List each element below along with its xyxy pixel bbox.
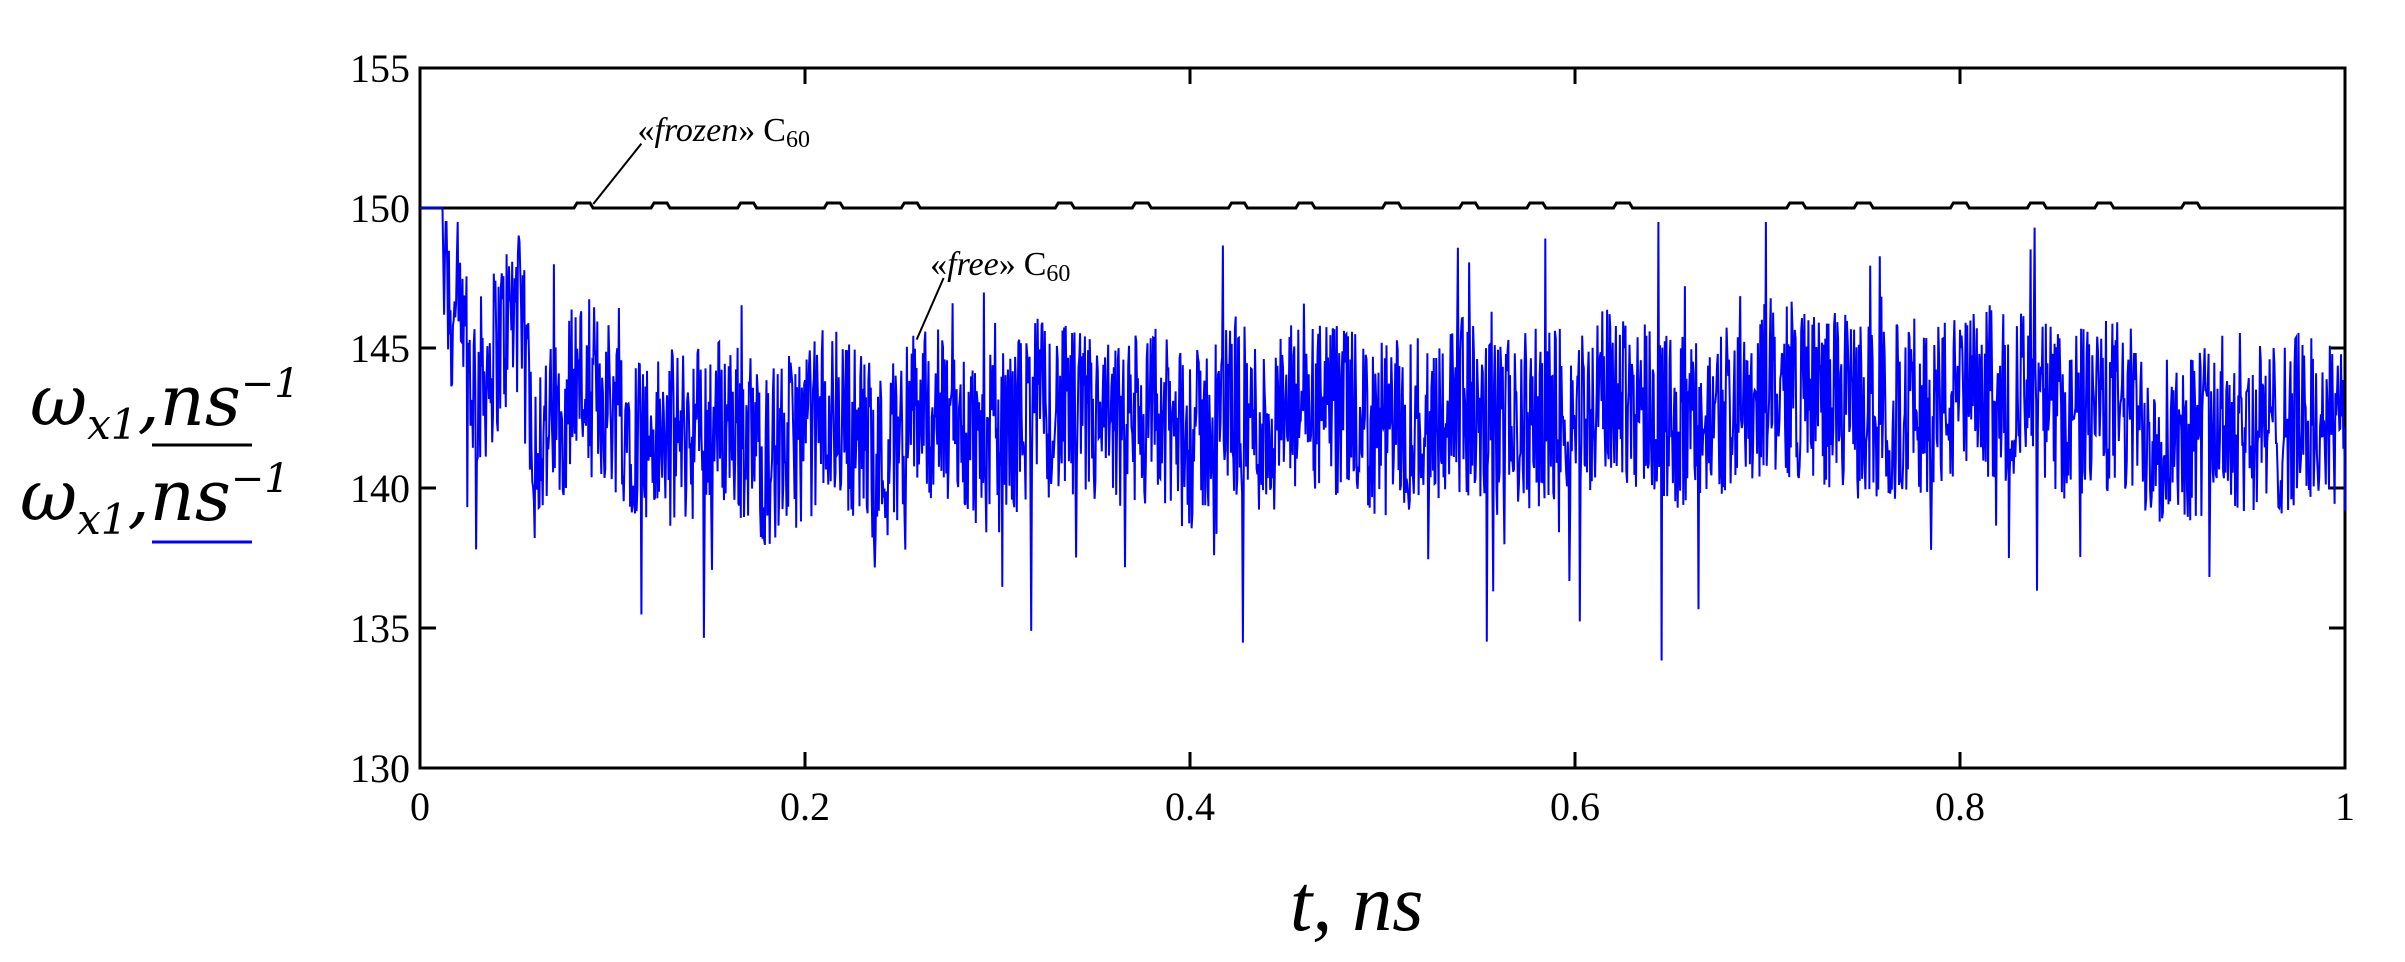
series-free-line: [420, 207, 2346, 661]
frozen-annotation-species: C: [763, 112, 786, 149]
plot-area: [418, 66, 2347, 770]
free-annotation-sub: 60: [1046, 261, 1070, 287]
x-tick-label: 0: [410, 784, 430, 829]
y-title-2-units: ,ns: [128, 455, 231, 537]
y-title-1-sub: x1: [87, 400, 137, 449]
frozen-annotation-close: »: [738, 112, 755, 149]
free-annotation-close: »: [999, 246, 1016, 283]
y-axis-title-2: ωx1,ns−1: [20, 455, 290, 544]
series-frozen-line: [420, 201, 2345, 210]
y-title-1-exp: −1: [241, 361, 300, 407]
y-title-2-symbol: ω: [20, 455, 77, 537]
y-tick-label: 145: [350, 326, 410, 371]
plot-frame: [418, 66, 2347, 770]
free-annotation-leader: [915, 277, 945, 341]
series-layer: [420, 201, 2346, 661]
frozen-annotation-sub: 60: [786, 127, 810, 153]
svg-text:ωx1,ns−1: ωx1,ns−1: [20, 455, 290, 544]
frozen-annotation-text: frozen: [655, 112, 739, 149]
y-tick-label: 135: [350, 606, 410, 651]
y-axis: 130 135 140 145 150 155: [350, 46, 2345, 791]
y-tick-label: 150: [350, 186, 410, 231]
free-annotation-species: C: [1024, 246, 1047, 283]
x-tick-label: 0.2: [780, 784, 830, 829]
y-tick-label: 140: [350, 466, 410, 511]
x-axis-title: t, ns: [1290, 860, 1423, 948]
free-annotation-open: «: [930, 246, 947, 283]
svg-text:ωx1,ns−1: ωx1,ns−1: [30, 360, 300, 449]
y-title-1-symbol: ω: [30, 360, 87, 442]
x-tick-label: 0.8: [1935, 784, 1985, 829]
frozen-annotation: «frozen» C60: [638, 112, 810, 153]
x-tick-label: 1: [2335, 784, 2355, 829]
y-title-2-exp: −1: [231, 456, 290, 502]
y-tick-label: 130: [350, 746, 410, 791]
free-annotation-text: free: [947, 246, 999, 283]
frozen-annotation-open: «: [638, 112, 655, 149]
x-tick-label: 0.6: [1550, 784, 1600, 829]
y-title-1-units: ,ns: [138, 360, 241, 442]
free-annotation: «free» C60: [930, 246, 1070, 287]
x-axis: 0 0.2 0.4 0.6 0.8 1: [410, 68, 2355, 829]
y-axis-title-1: ωx1,ns−1: [30, 360, 300, 449]
x-tick-label: 0.4: [1165, 784, 1215, 829]
y-tick-label: 155: [350, 46, 410, 91]
frozen-annotation-leader: [592, 142, 643, 205]
y-title-2-sub: x1: [77, 495, 127, 544]
